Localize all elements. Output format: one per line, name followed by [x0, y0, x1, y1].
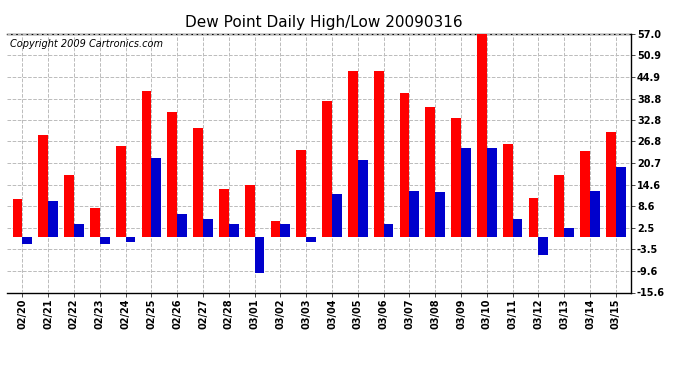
Bar	[513, 219, 522, 237]
Bar	[12, 200, 22, 237]
Text: Dew Point Daily High/Low 20090316: Dew Point Daily High/Low 20090316	[186, 15, 463, 30]
Bar	[332, 194, 342, 237]
Bar	[461, 148, 471, 237]
Bar	[126, 237, 135, 242]
Bar	[358, 160, 368, 237]
Bar	[100, 237, 110, 244]
Bar	[477, 34, 487, 237]
Bar	[306, 237, 316, 242]
Bar	[177, 214, 187, 237]
Bar	[229, 224, 239, 237]
Bar	[409, 190, 420, 237]
Bar	[564, 228, 574, 237]
Bar	[64, 174, 74, 237]
Bar	[22, 237, 32, 244]
Bar	[245, 185, 255, 237]
Bar	[280, 224, 290, 237]
Bar	[255, 237, 264, 273]
Bar	[203, 219, 213, 237]
Bar	[74, 224, 83, 237]
Bar	[116, 146, 126, 237]
Bar	[151, 159, 161, 237]
Bar	[39, 135, 48, 237]
Bar	[435, 192, 445, 237]
Bar	[193, 128, 203, 237]
Bar	[297, 150, 306, 237]
Bar	[451, 117, 461, 237]
Bar	[374, 71, 384, 237]
Bar	[219, 189, 229, 237]
Bar	[270, 221, 280, 237]
Bar	[322, 102, 332, 237]
Bar	[606, 132, 616, 237]
Bar	[503, 144, 513, 237]
Bar	[141, 91, 151, 237]
Bar	[580, 152, 590, 237]
Bar	[555, 174, 564, 237]
Text: Copyright 2009 Cartronics.com: Copyright 2009 Cartronics.com	[10, 39, 163, 49]
Bar	[384, 224, 393, 237]
Bar	[48, 201, 58, 237]
Bar	[400, 93, 409, 237]
Bar	[529, 198, 538, 237]
Bar	[590, 190, 600, 237]
Bar	[90, 209, 100, 237]
Bar	[487, 148, 497, 237]
Bar	[168, 112, 177, 237]
Bar	[538, 237, 549, 255]
Bar	[616, 167, 626, 237]
Bar	[348, 71, 358, 237]
Bar	[426, 107, 435, 237]
